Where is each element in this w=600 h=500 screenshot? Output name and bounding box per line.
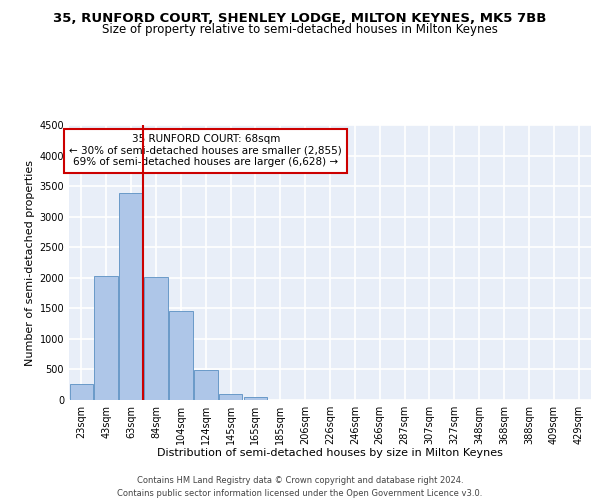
Bar bbox=[70, 384, 93, 400]
Bar bbox=[144, 277, 168, 400]
Bar bbox=[94, 276, 118, 400]
Bar bbox=[219, 394, 242, 400]
Bar bbox=[119, 194, 143, 400]
Text: Size of property relative to semi-detached houses in Milton Keynes: Size of property relative to semi-detach… bbox=[102, 22, 498, 36]
X-axis label: Distribution of semi-detached houses by size in Milton Keynes: Distribution of semi-detached houses by … bbox=[157, 448, 503, 458]
Bar bbox=[244, 397, 267, 400]
Y-axis label: Number of semi-detached properties: Number of semi-detached properties bbox=[25, 160, 35, 366]
Text: Contains HM Land Registry data © Crown copyright and database right 2024.
Contai: Contains HM Land Registry data © Crown c… bbox=[118, 476, 482, 498]
Bar bbox=[194, 370, 218, 400]
Bar bbox=[169, 311, 193, 400]
Text: 35, RUNFORD COURT, SHENLEY LODGE, MILTON KEYNES, MK5 7BB: 35, RUNFORD COURT, SHENLEY LODGE, MILTON… bbox=[53, 12, 547, 26]
Text: 35 RUNFORD COURT: 68sqm
← 30% of semi-detached houses are smaller (2,855)
69% of: 35 RUNFORD COURT: 68sqm ← 30% of semi-de… bbox=[70, 134, 342, 168]
